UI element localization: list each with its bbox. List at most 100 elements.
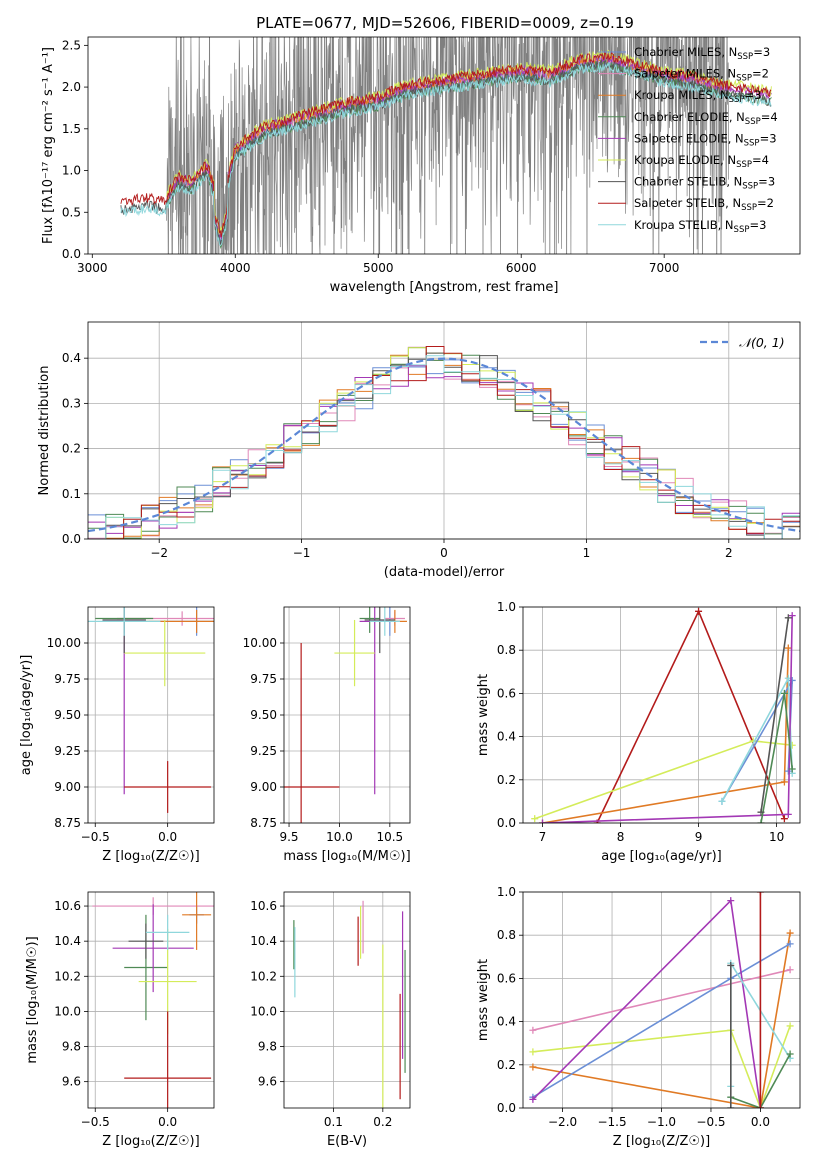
legend-nssp-value: 4 — [762, 153, 769, 167]
weight-point-marker — [756, 1104, 764, 1108]
x-tick-label: 6000 — [506, 261, 537, 275]
weight_vs_age-plot-area — [531, 607, 796, 823]
legend-nssp-value: 3 — [754, 88, 761, 102]
weight-point-marker — [780, 815, 788, 823]
y-tick-label: 10.2 — [250, 969, 277, 983]
legend-nssp-subscript: SSP — [736, 160, 752, 170]
x-tick-label: −1 — [293, 546, 311, 560]
weight-point-marker — [786, 966, 794, 974]
age_vs_Z-axes: −0.5 0.0 8.75 9.00 9.25 9.50 9.75 10.00 Z [log₁₀… — [19, 606, 215, 864]
legend-nssp-eq: = — [752, 153, 762, 167]
x-tick-label: −2.0 — [548, 1115, 577, 1129]
weight-point-marker — [529, 1026, 537, 1034]
weight-series-line — [532, 932, 791, 1108]
weight-series-line — [596, 609, 786, 823]
y-tick-label: 0.0 — [497, 816, 516, 830]
x-axis-label: age [log₁₀(age/yr)] — [601, 849, 722, 864]
axes-frame — [87, 606, 215, 824]
weight-point-marker — [727, 1104, 735, 1108]
y-tick-label: 9.50 — [54, 708, 81, 722]
residual-histogram — [88, 355, 800, 539]
x-tick-label: 10.5 — [376, 830, 403, 844]
weight-point-marker — [756, 892, 764, 896]
y-tick-label: 9.6 — [62, 1075, 81, 1089]
y-tick-label: 0.0 — [62, 532, 81, 546]
errorbar-point — [88, 607, 161, 636]
legend-nssp-value: 2 — [767, 196, 774, 210]
axes-frame — [87, 36, 801, 255]
weight-point-marker — [531, 815, 539, 823]
legend-label: 𝒩(0, 1) — [739, 335, 785, 350]
legend-series-name: Kroupa STELIB — [634, 218, 718, 232]
legend-nssp-eq: = — [760, 131, 770, 145]
weight-point-marker — [539, 819, 547, 823]
x-tick-label: −1.5 — [597, 1115, 626, 1129]
legend-series-name: Chabrier ELODIE — [634, 110, 729, 124]
y-tick-label: 0.0 — [62, 247, 81, 261]
y-tick-label: 0.3 — [62, 396, 81, 410]
page-title: PLATE=0677, MJD=52606, FIBERID=0009, z=0… — [256, 14, 634, 32]
x-tick-label: −1.0 — [647, 1115, 676, 1129]
legend-nssp-prefix: , N — [713, 88, 729, 102]
y-tick-label: 10.00 — [47, 636, 81, 650]
legend-label: Kroupa STELIB, NSSP=3 — [634, 218, 766, 235]
weight-point-marker — [784, 614, 792, 622]
x-axis-label: Z [log₁₀(Z/Z☉)] — [102, 1134, 199, 1149]
legend-label: Salpeter STELIB, NSSP=2 — [634, 196, 774, 213]
y-tick-label: 9.25 — [250, 744, 277, 758]
y-tick-label: 1.5 — [62, 122, 81, 136]
legend-nssp-prefix: , N — [728, 131, 744, 145]
residuals-axes: −2 −1 0 1 2 0.0 0.1 0.2 0.3 0.4 (data-model)/error… — [37, 321, 801, 580]
y-tick-label: 0.6 — [497, 971, 516, 985]
legend-label: Chabrier MILES, NSSP=3 — [634, 45, 770, 62]
x-tick-label: 7 — [539, 830, 547, 844]
axes-frame — [522, 891, 801, 1109]
y-tick-label: 10.0 — [54, 1004, 81, 1018]
axes-frame — [283, 606, 411, 824]
y-tick-label: 0.0 — [497, 1101, 516, 1115]
legend-series-name: Chabrier STELIB — [634, 175, 726, 189]
y-tick-label: 0.2 — [497, 773, 516, 787]
legend-nssp-subscript: SSP — [742, 182, 758, 192]
legend-label: Salpeter ELODIE, NSSP=3 — [634, 131, 777, 148]
legend-label: Kroupa ELODIE, NSSP=4 — [634, 153, 769, 170]
axes-frame — [283, 891, 411, 1109]
weight-point-marker — [784, 810, 792, 818]
y-tick-label: 0.4 — [497, 1015, 516, 1029]
y-tick-label: 1.0 — [497, 600, 516, 614]
mass_vs_Z-axes: −0.5 0.0 9.6 9.8 10.0 10.2 10.4 10.6 Z [log₁₀(Z/… — [25, 891, 215, 1149]
x-tick-label: 7000 — [649, 261, 680, 275]
mass_vs_Z-plot-area — [92, 892, 214, 1108]
weight-point-marker — [695, 607, 703, 615]
y-tick-label: 9.00 — [250, 780, 277, 794]
legend-nssp-subscript: SSP — [745, 117, 761, 127]
errorbar-point — [128, 923, 164, 959]
legend-nssp-eq: = — [758, 175, 768, 189]
spectrum-plot-area — [120, 37, 772, 254]
legend-label: Chabrier ELODIE, NSSP=4 — [634, 110, 778, 127]
x-tick-label: 3000 — [77, 261, 108, 275]
y-tick-label: 0.6 — [497, 686, 516, 700]
mass_vs_ebv-axes: 0.1 0.2 9.6 9.8 10.0 10.2 10.4 10.6 E(B-V) — [250, 891, 411, 1149]
observed-spectrum-line — [166, 37, 729, 254]
y-tick-label: 8.75 — [250, 816, 277, 830]
axes-frame — [522, 606, 801, 824]
x-tick-label: 1 — [583, 546, 591, 560]
y-tick-label: 9.00 — [54, 780, 81, 794]
y-tick-label: 0.4 — [497, 730, 516, 744]
y-axis-label: Normed distribution — [37, 366, 52, 496]
y-tick-label: 10.2 — [54, 969, 81, 983]
legend-nssp-subscript: SSP — [734, 225, 750, 235]
weight-point-marker — [529, 1063, 537, 1071]
age_vs_Z-plot-area — [88, 607, 214, 813]
weight-point-marker — [780, 689, 788, 697]
x-tick-label: −0.5 — [81, 830, 110, 844]
weight-series-line — [532, 1025, 791, 1108]
weight-series-line — [760, 617, 790, 813]
legend-nssp-value: 4 — [770, 110, 777, 124]
y-tick-label: 9.25 — [54, 744, 81, 758]
errorbar-point — [284, 643, 340, 823]
legend-series-name: Kroupa ELODIE — [634, 153, 720, 167]
y-tick-label: 10.4 — [54, 934, 81, 948]
legend-series-name: Salpeter STELIB — [634, 196, 725, 210]
